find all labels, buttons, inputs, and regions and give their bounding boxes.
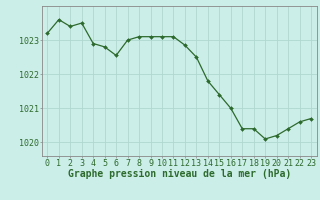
X-axis label: Graphe pression niveau de la mer (hPa): Graphe pression niveau de la mer (hPa) <box>68 169 291 179</box>
